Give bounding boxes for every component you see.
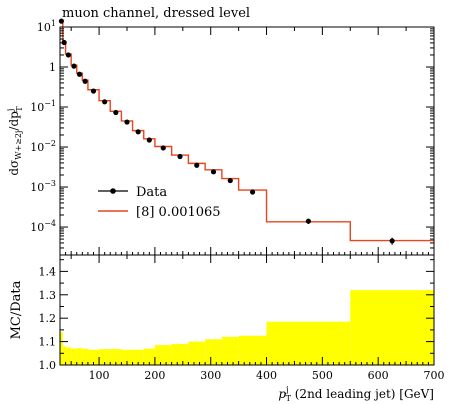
ratio-bar — [76, 348, 83, 365]
ratio-bar — [350, 290, 434, 365]
main-panel-frame — [59, 26, 435, 256]
data-point — [82, 78, 88, 84]
mc-step-line — [60, 19, 434, 242]
y-axis-label-main: dσW+≥2j/dpjT — [6, 106, 24, 176]
data-series-layer — [58, 18, 395, 245]
ratio-band-layer — [60, 290, 434, 365]
legend-data-marker — [110, 188, 116, 194]
ratio-bar — [71, 348, 77, 365]
ratio-bar — [60, 332, 63, 365]
data-point — [90, 88, 97, 94]
ratio-bar — [205, 339, 222, 365]
data-point — [227, 177, 233, 184]
x-tick-label: 200 — [144, 369, 165, 382]
mc-series-layer — [60, 19, 434, 242]
ratio-bar — [238, 335, 267, 365]
data-point — [124, 119, 130, 125]
x-tick-label: 600 — [368, 369, 389, 382]
data-point — [76, 71, 83, 77]
legend-mc-label: [8] 0.001065 — [136, 205, 221, 220]
ratio-panel-frame — [59, 254, 435, 366]
y-tick-label: 10−2 — [30, 139, 56, 154]
ratio-y-tick-label: 1.2 — [39, 312, 57, 325]
y-tick-label: 1 — [49, 61, 56, 74]
ratio-y-tick-label: 1.1 — [39, 336, 57, 349]
data-point — [389, 238, 395, 244]
data-point — [177, 153, 183, 160]
legend: Data [8] 0.001065 — [98, 185, 221, 220]
x-tick-label: 700 — [424, 369, 445, 382]
chart-title: muon channel, dressed level — [62, 6, 250, 21]
data-point — [194, 162, 200, 168]
x-axis-label: pj T (2nd leading jet) [GeV] — [278, 385, 434, 403]
ratio-y-tick-label: 1.3 — [39, 289, 57, 302]
x-tick-label: 500 — [312, 369, 333, 382]
ratio-bar — [188, 341, 206, 365]
data-point — [113, 109, 119, 116]
ratio-bar — [121, 349, 133, 365]
ratio-bar — [266, 321, 351, 365]
data-point — [249, 189, 256, 195]
x-tick-label: 300 — [200, 369, 221, 382]
ratio-bar — [62, 346, 66, 365]
data-point — [102, 99, 108, 105]
ratio-bar — [110, 349, 122, 365]
data-point — [135, 129, 141, 135]
data-point — [160, 145, 166, 151]
ratio-bar — [143, 348, 155, 365]
x-tick-label: 100 — [89, 369, 110, 382]
main-axis-ticks: 101 1 10−1 10−2 10−3 10−4 — [30, 19, 435, 256]
ratio-bar — [154, 345, 172, 365]
legend-data-label: Data — [136, 185, 167, 200]
data-point — [305, 218, 312, 224]
ratio-bar — [99, 349, 111, 365]
y-axis-label-ratio: MC/Data — [9, 280, 24, 339]
data-point — [58, 18, 64, 24]
ratio-bar — [65, 347, 72, 365]
ratio-axis-ticks: 1.0 1.1 1.2 1.3 1.4 100 200 300 400 500 600 700 — [39, 255, 445, 382]
ratio-bar — [82, 348, 88, 365]
y-tick-label: 101 — [37, 19, 56, 34]
data-point — [61, 39, 67, 46]
ratio-bar — [171, 343, 189, 365]
ratio-bar — [87, 349, 100, 365]
data-point — [71, 63, 77, 69]
data-point — [146, 137, 152, 143]
x-tick-label: 400 — [256, 369, 277, 382]
data-point — [65, 52, 71, 58]
ratio-bar — [132, 349, 144, 365]
y-tick-label: 10−1 — [30, 99, 56, 114]
ratio-y-tick-label: 1.4 — [39, 265, 57, 278]
y-tick-label: 10−3 — [30, 179, 56, 194]
data-point — [210, 169, 217, 175]
ratio-bar — [221, 336, 239, 365]
ratio-y-tick-label: 1.0 — [39, 359, 57, 372]
y-tick-label: 10−4 — [30, 219, 56, 234]
